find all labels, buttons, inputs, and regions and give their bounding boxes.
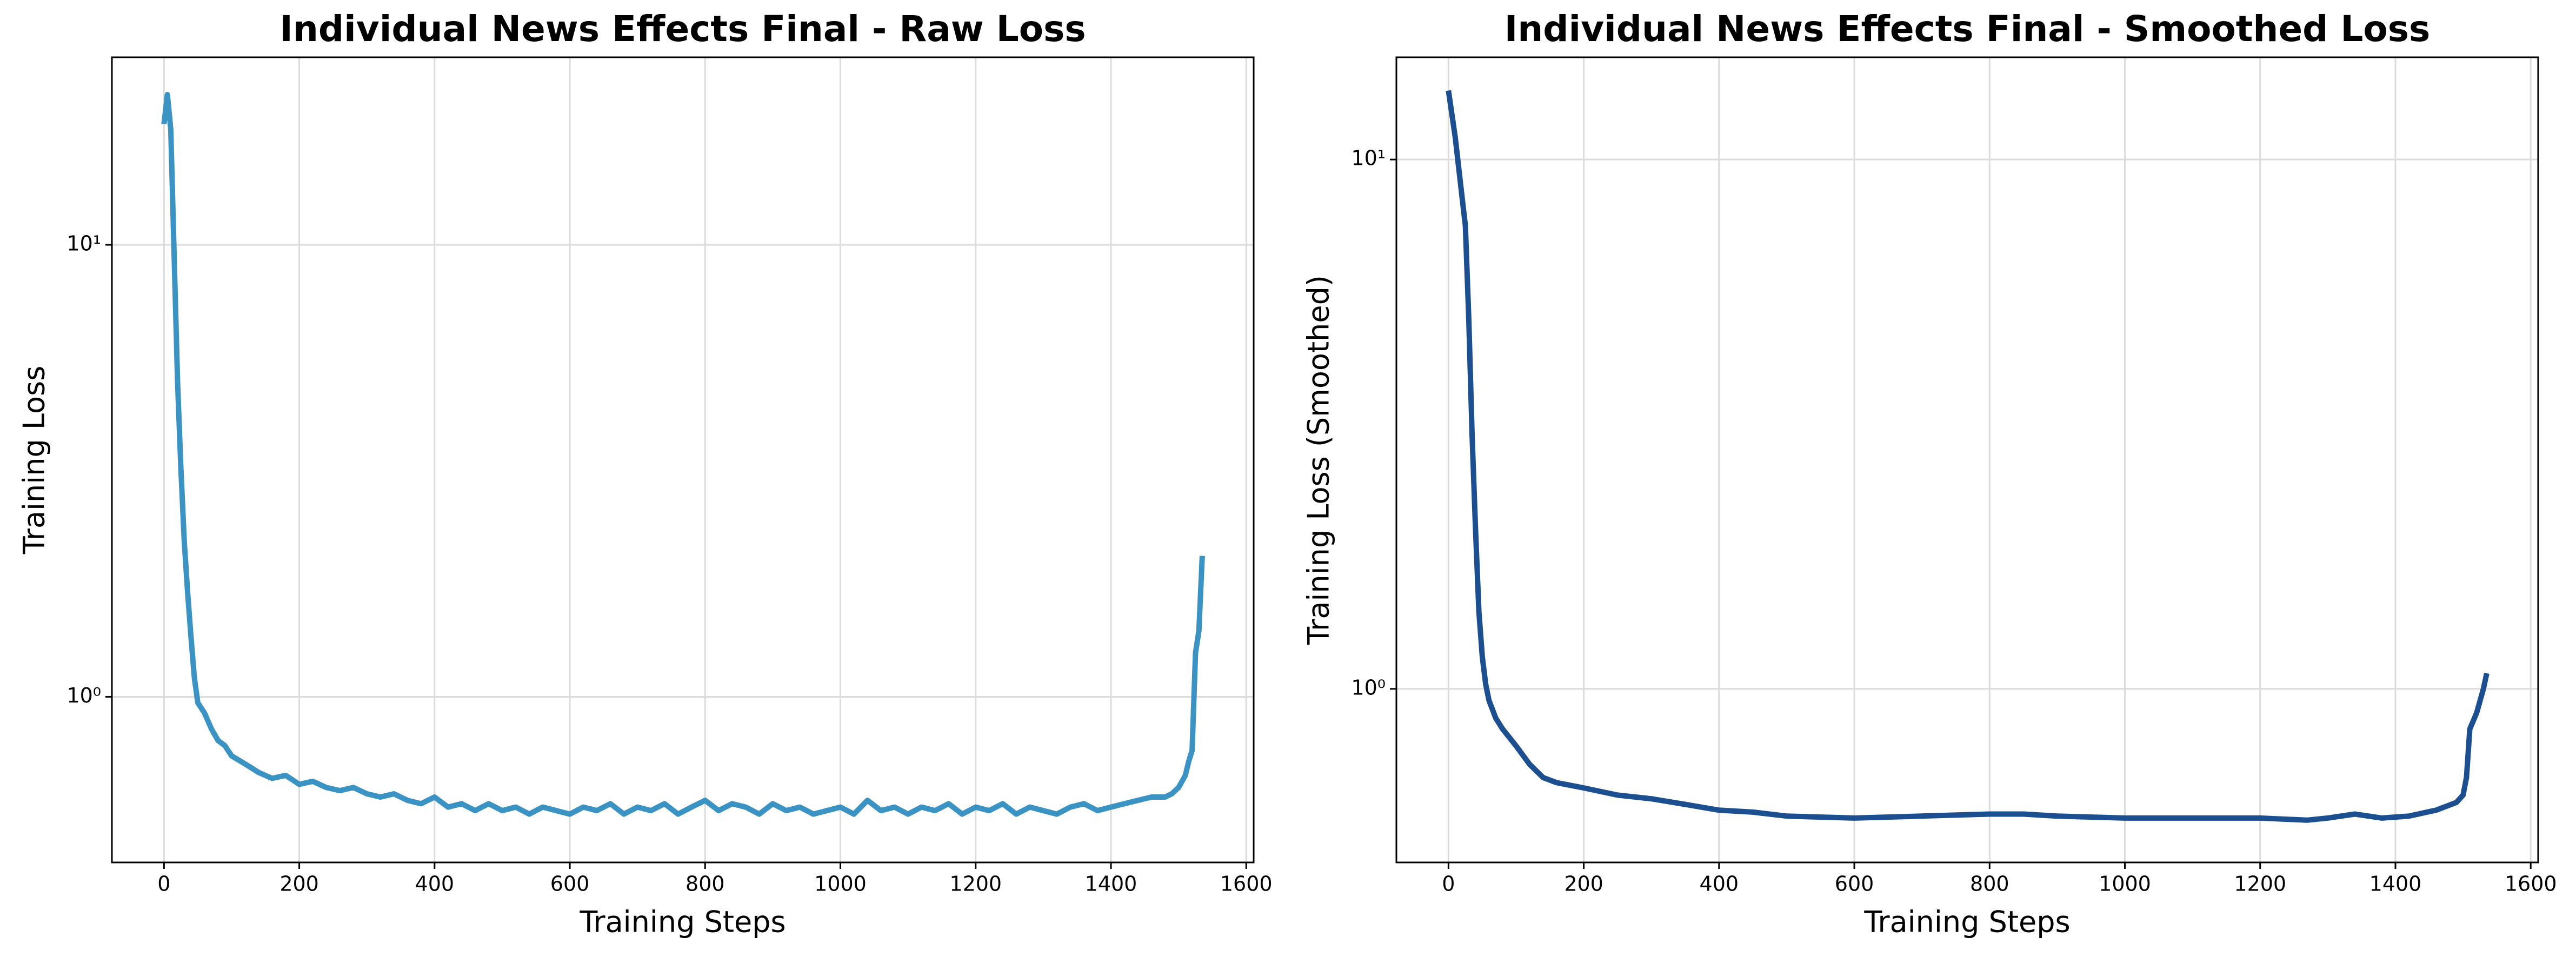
plot-frame <box>1395 56 2539 864</box>
x-tick-label: 0 <box>157 872 170 896</box>
x-tick-label: 1000 <box>814 872 867 896</box>
x-tick-label: 1000 <box>2099 872 2151 896</box>
y-axis-label: Training Loss (Smoothed) <box>1302 275 1336 645</box>
x-tick-label: 200 <box>279 872 319 896</box>
x-tick-label: 1200 <box>949 872 1002 896</box>
loss-line <box>1446 90 2490 823</box>
y-tick-label: 10⁰ <box>1351 675 1386 699</box>
x-tick-label: 800 <box>1970 872 2009 896</box>
x-tick-label: 600 <box>1835 872 1874 896</box>
y-tick-label: 10⁰ <box>66 684 101 707</box>
x-tick-label: 400 <box>1700 872 1739 896</box>
plot-frame <box>111 56 1255 864</box>
x-tick-label: 800 <box>685 872 725 896</box>
chart-title: Individual News Effects Final - Smoothed… <box>1505 8 2431 50</box>
y-tick-label: 10¹ <box>1351 146 1386 170</box>
x-tick-label: 1600 <box>1220 872 1273 896</box>
chart-title: Individual News Effects Final - Raw Loss <box>279 8 1086 50</box>
x-axis-label: Training Steps <box>1863 905 2070 939</box>
loss-line <box>161 92 1205 817</box>
x-tick-label: 200 <box>1564 872 1603 896</box>
x-tick-label: 1400 <box>2369 872 2422 896</box>
y-axis-label: Training Loss <box>17 366 51 555</box>
x-tick-label: 400 <box>415 872 455 896</box>
y-tick-label: 10¹ <box>66 232 101 256</box>
x-axis-label: Training Steps <box>579 905 786 939</box>
x-tick-label: 1200 <box>2234 872 2286 896</box>
x-tick-label: 1600 <box>2505 872 2557 896</box>
x-tick-label: 1400 <box>1085 872 1137 896</box>
x-tick-label: 600 <box>550 872 590 896</box>
x-tick-label: 0 <box>1442 872 1455 896</box>
